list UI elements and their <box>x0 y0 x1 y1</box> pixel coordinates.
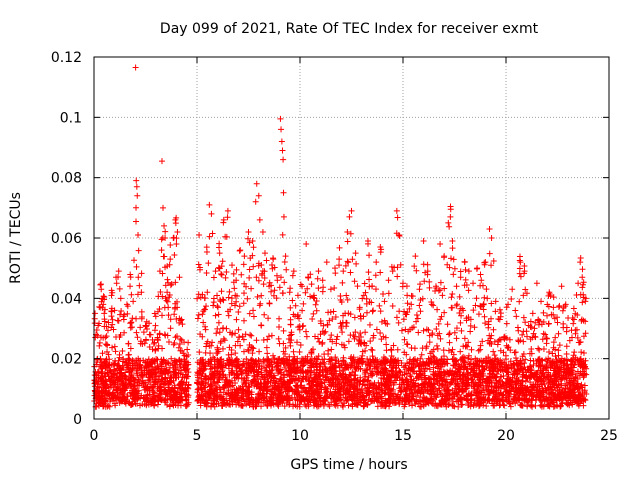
chart-title: Day 099 of 2021, Rate Of TEC Index for r… <box>160 21 539 37</box>
